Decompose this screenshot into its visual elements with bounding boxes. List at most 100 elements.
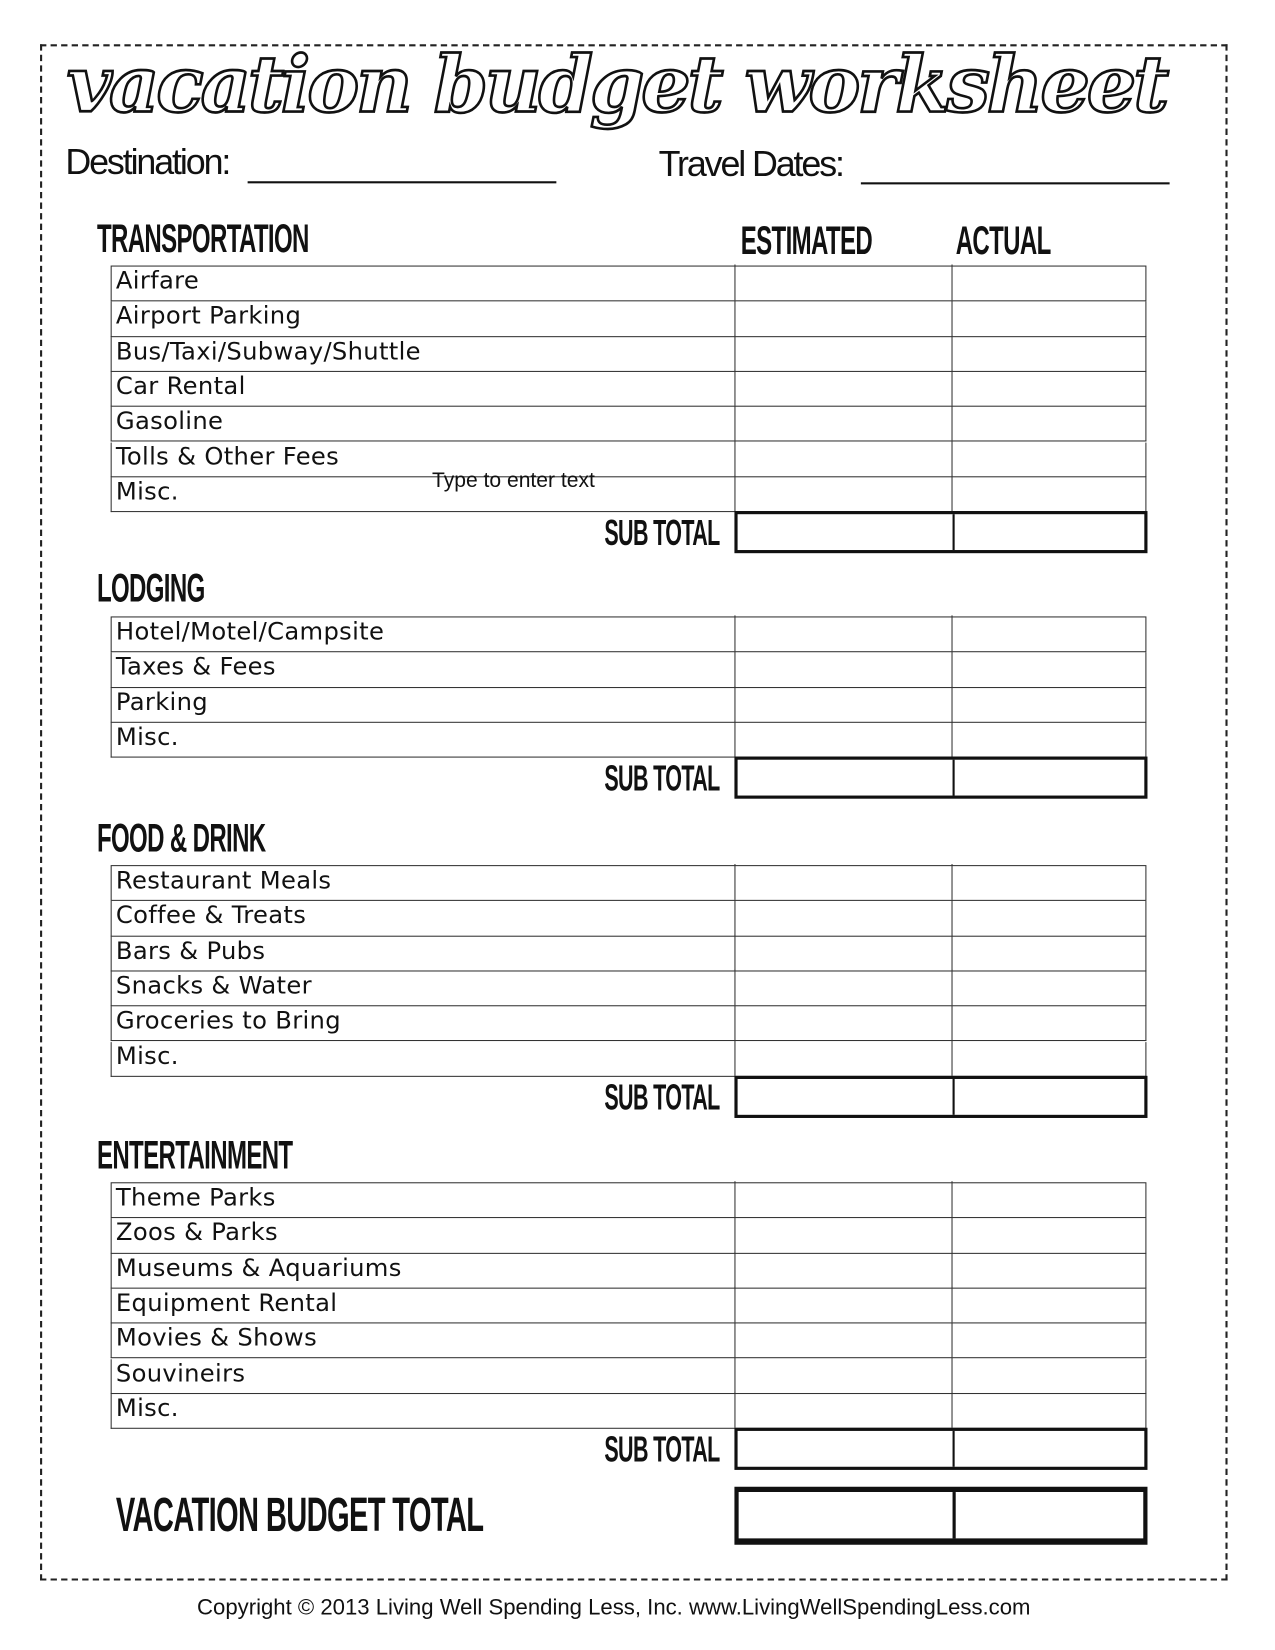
expense-item-label: Tolls & Other Fees bbox=[115, 443, 340, 471]
actual-cell[interactable] bbox=[951, 650, 1147, 687]
table-row: Car Rental bbox=[110, 370, 1147, 407]
table-row: Hotel/Motel/Campsite bbox=[110, 615, 1147, 653]
estimated-cell[interactable] bbox=[734, 440, 951, 477]
subtotal-box[interactable] bbox=[734, 511, 1148, 554]
actual-cell[interactable] bbox=[951, 1251, 1147, 1288]
expense-item-label: Car Rental bbox=[115, 372, 246, 401]
table-row: Equipment Rental bbox=[110, 1286, 1147, 1324]
actual-cell[interactable] bbox=[951, 1286, 1147, 1323]
estimated-cell[interactable] bbox=[734, 615, 951, 652]
expense-item-label: Museums & Aquariums bbox=[115, 1254, 402, 1282]
estimated-cell[interactable] bbox=[734, 335, 951, 371]
subtotal-box[interactable] bbox=[734, 756, 1148, 799]
table-row: Taxes & Fees bbox=[110, 650, 1147, 688]
text-entry-placeholder[interactable]: Type to enter text bbox=[432, 468, 595, 493]
table-row: Zoos & Parks bbox=[110, 1216, 1147, 1254]
table-row: Misc. bbox=[110, 721, 1147, 758]
estimated-cell[interactable] bbox=[734, 1251, 951, 1288]
actual-column-header: ACTUAL bbox=[955, 219, 1052, 264]
actual-cell[interactable] bbox=[951, 264, 1147, 301]
section-title: TRANSPORTATION bbox=[96, 217, 309, 262]
grand-total-label: VACATION BUDGET TOTAL bbox=[115, 1486, 484, 1542]
subtotal-box[interactable] bbox=[734, 1427, 1148, 1471]
estimated-cell[interactable] bbox=[734, 1216, 951, 1253]
estimated-cell[interactable] bbox=[734, 264, 951, 301]
actual-cell[interactable] bbox=[951, 969, 1147, 1006]
estimated-cell[interactable] bbox=[734, 899, 951, 936]
expense-item-label: Airport Parking bbox=[115, 302, 302, 331]
table-row: Museums & Aquariums bbox=[110, 1251, 1147, 1289]
table-row: Theme Parks bbox=[110, 1181, 1147, 1219]
estimated-cell[interactable] bbox=[734, 300, 951, 336]
estimated-cell[interactable] bbox=[734, 686, 951, 722]
section-title: FOOD & DRINK bbox=[96, 816, 266, 861]
table-row: Groceries to Bring bbox=[110, 1004, 1147, 1042]
actual-cell[interactable] bbox=[951, 335, 1147, 371]
expense-item-label: Coffee & Treats bbox=[115, 902, 307, 930]
table-row: Snacks & Water bbox=[110, 969, 1147, 1007]
estimated-cell[interactable] bbox=[734, 721, 951, 757]
expense-item-label: Groceries to Bring bbox=[115, 1007, 341, 1035]
subtotal-label: SUB TOTAL bbox=[604, 758, 720, 799]
actual-cell[interactable] bbox=[951, 615, 1147, 652]
estimated-cell[interactable] bbox=[734, 1040, 951, 1076]
subtotal-label: SUB TOTAL bbox=[604, 1077, 720, 1118]
actual-cell[interactable] bbox=[951, 1040, 1147, 1076]
subtotal-divider bbox=[952, 1078, 955, 1115]
table-row: Misc. bbox=[110, 1392, 1147, 1429]
actual-cell[interactable] bbox=[951, 370, 1147, 406]
actual-cell[interactable] bbox=[951, 1392, 1147, 1428]
estimated-cell[interactable] bbox=[734, 1181, 951, 1218]
actual-cell[interactable] bbox=[951, 864, 1147, 901]
actual-cell[interactable] bbox=[951, 1357, 1147, 1393]
estimated-cell[interactable] bbox=[734, 1322, 951, 1358]
travel-dates-field[interactable] bbox=[860, 182, 1170, 185]
subtotal-divider bbox=[952, 759, 955, 796]
estimated-cell[interactable] bbox=[734, 934, 951, 971]
expense-item-label: Restaurant Meals bbox=[115, 866, 332, 895]
estimated-cell[interactable] bbox=[734, 650, 951, 687]
destination-field[interactable] bbox=[247, 181, 557, 184]
section-title: LODGING bbox=[96, 566, 205, 612]
subtotal-divider bbox=[952, 1431, 955, 1467]
estimated-cell[interactable] bbox=[734, 475, 951, 512]
expense-item-label: Zoos & Parks bbox=[115, 1219, 278, 1247]
actual-cell[interactable] bbox=[951, 899, 1147, 936]
expense-item-label: Taxes & Fees bbox=[115, 653, 276, 682]
estimated-cell[interactable] bbox=[734, 370, 951, 406]
worksheet-title: vacation budget worksheet bbox=[65, 39, 1170, 132]
subtotal-box[interactable] bbox=[734, 1075, 1148, 1118]
subtotal-label: SUB TOTAL bbox=[604, 1429, 720, 1471]
expense-item-label: Hotel/Motel/Campsite bbox=[115, 617, 385, 646]
expense-item-label: Gasoline bbox=[115, 407, 224, 436]
actual-cell[interactable] bbox=[951, 440, 1147, 477]
actual-cell[interactable] bbox=[951, 1004, 1147, 1041]
subtotal-divider bbox=[952, 514, 955, 551]
table-row: Airport Parking bbox=[110, 300, 1147, 337]
table-row: Tolls & Other Fees bbox=[110, 440, 1147, 478]
expense-item-label: Souvineirs bbox=[115, 1359, 246, 1388]
estimated-cell[interactable] bbox=[734, 969, 951, 1006]
actual-cell[interactable] bbox=[951, 405, 1147, 441]
table-row: Misc. bbox=[110, 1040, 1147, 1077]
actual-cell[interactable] bbox=[951, 1216, 1147, 1253]
actual-cell[interactable] bbox=[951, 300, 1147, 336]
actual-cell[interactable] bbox=[951, 934, 1147, 971]
table-row: Bus/Taxi/Subway/Shuttle bbox=[110, 335, 1147, 372]
actual-cell[interactable] bbox=[951, 475, 1147, 512]
expense-item-label: Bus/Taxi/Subway/Shuttle bbox=[115, 337, 421, 366]
estimated-cell[interactable] bbox=[734, 864, 951, 901]
actual-cell[interactable] bbox=[951, 721, 1147, 757]
actual-cell[interactable] bbox=[951, 686, 1147, 722]
expense-item-label: Parking bbox=[115, 688, 208, 717]
expense-item-label: Airfare bbox=[115, 267, 200, 295]
estimated-cell[interactable] bbox=[734, 1004, 951, 1041]
actual-cell[interactable] bbox=[951, 1181, 1147, 1218]
estimated-cell[interactable] bbox=[734, 1357, 951, 1393]
estimated-cell[interactable] bbox=[734, 1392, 951, 1428]
expense-item-label: Theme Parks bbox=[115, 1183, 276, 1212]
estimated-cell[interactable] bbox=[734, 405, 951, 441]
actual-cell[interactable] bbox=[951, 1322, 1147, 1358]
estimated-cell[interactable] bbox=[734, 1286, 951, 1323]
copyright-footer: Copyright © 2013 Living Well Spending Le… bbox=[197, 1595, 1031, 1620]
